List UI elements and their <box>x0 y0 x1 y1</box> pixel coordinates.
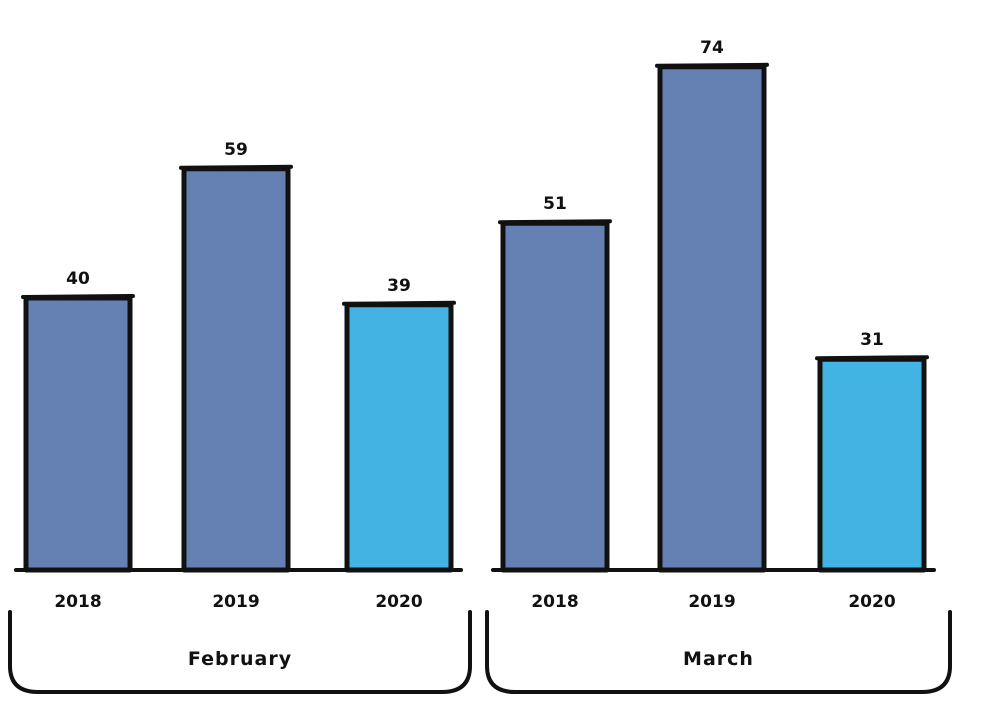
group-bracket-february <box>8 610 472 694</box>
bar-march-2019 <box>657 64 767 573</box>
bar-march-2018 <box>500 220 610 573</box>
category-label-february-2019: 2019 <box>212 592 259 612</box>
category-label-march-2020: 2020 <box>848 592 895 612</box>
bars-layer <box>14 62 936 573</box>
data-label-march-2019: 74 <box>700 38 724 58</box>
category-label-march-2018: 2018 <box>531 592 578 612</box>
brackets-layer: February March <box>8 610 952 694</box>
data-label-february-2018: 40 <box>66 269 90 289</box>
group-label-february: February <box>188 648 292 670</box>
bar-february-2019 <box>181 166 291 573</box>
bar-top-stroke-march-2018 <box>498 219 612 225</box>
bar-top-stroke-february-2018 <box>21 294 135 299</box>
category-label-february-2018: 2018 <box>54 592 101 612</box>
bar-february-2020 <box>344 302 454 573</box>
data-label-march-2020: 31 <box>860 330 884 350</box>
category-label-february-2020: 2020 <box>375 592 422 612</box>
bar-february-2018 <box>23 295 133 573</box>
group-bracket-march <box>485 610 952 694</box>
data-label-february-2019: 59 <box>224 140 248 160</box>
bar-top-stroke-march-2020 <box>815 355 929 361</box>
group-label-march: March <box>683 648 754 670</box>
data-label-march-2018: 51 <box>543 194 567 214</box>
labels-layer: 40 2018 59 2019 39 2020 51 2018 74 2019 31 2020 <box>54 38 895 612</box>
bar-march-2020 <box>817 356 927 573</box>
bar-top-stroke-february-2019 <box>179 164 293 170</box>
bar-top-stroke-february-2020 <box>342 300 456 306</box>
bar-top-stroke-march-2019 <box>655 62 769 68</box>
data-label-february-2020: 39 <box>387 276 411 296</box>
category-label-march-2019: 2019 <box>688 592 735 612</box>
